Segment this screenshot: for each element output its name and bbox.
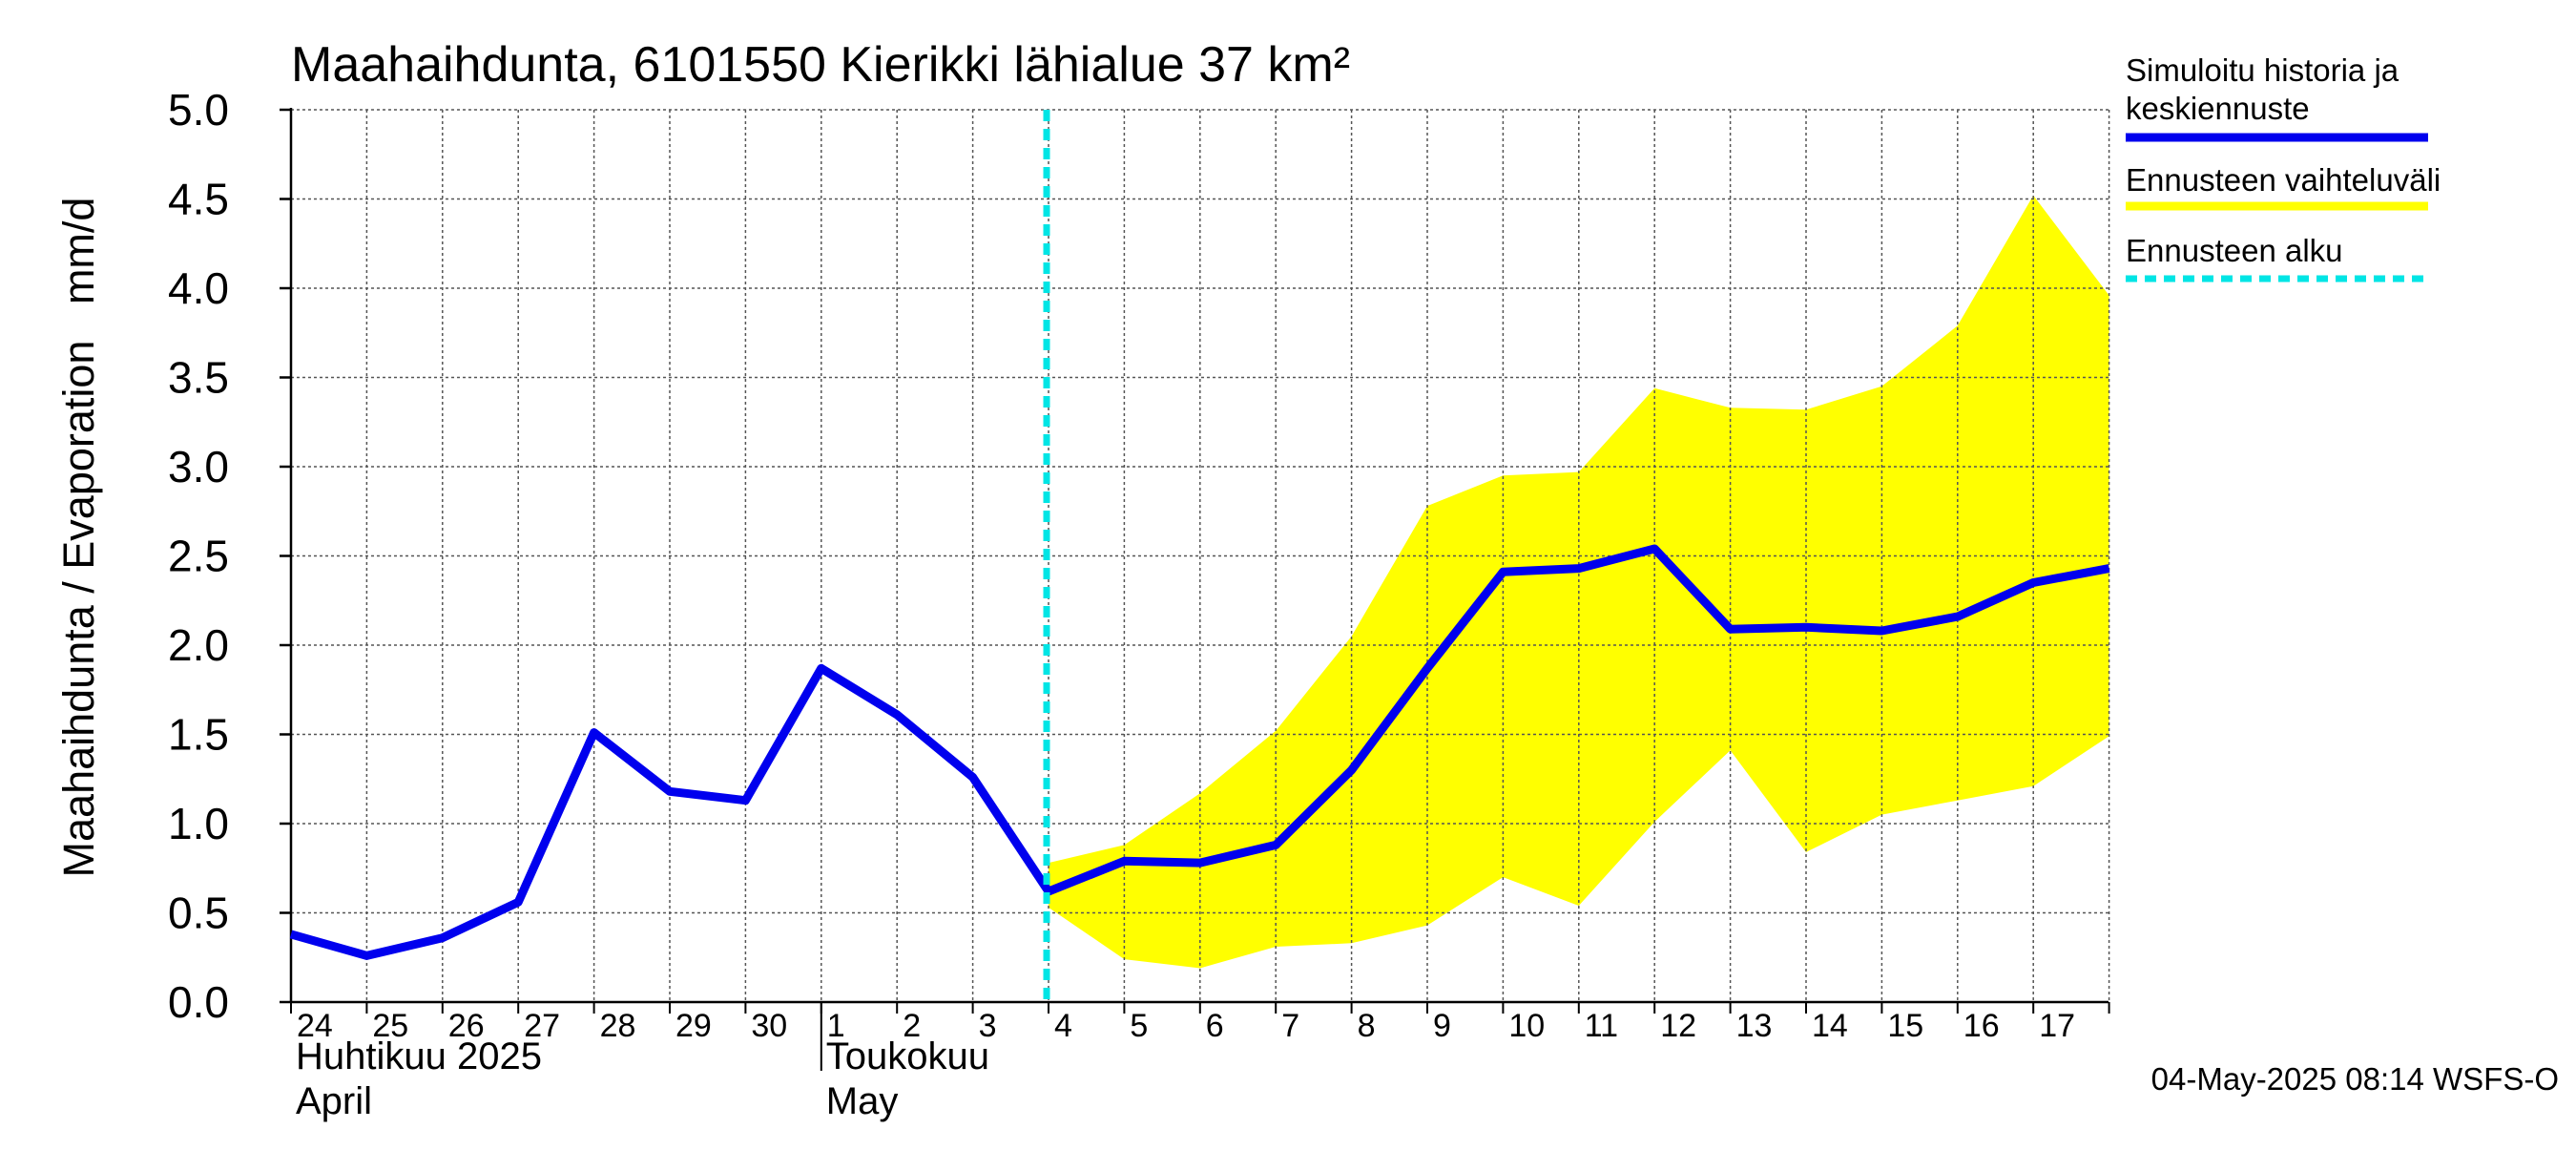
x-tick-label: 30 — [751, 1008, 787, 1044]
x-tick-label: 1 — [827, 1008, 845, 1044]
x-tick-label: 3 — [979, 1008, 997, 1044]
x-tick-label: 12 — [1660, 1008, 1696, 1044]
month-label-en: May — [826, 1080, 899, 1122]
x-tick-label: 2 — [903, 1008, 921, 1044]
x-tick-label: 26 — [448, 1008, 485, 1044]
x-tick-label: 29 — [675, 1008, 712, 1044]
x-tick-label: 25 — [372, 1008, 408, 1044]
legend-label-range: Ennusteen vaihteluväli — [2126, 162, 2441, 198]
x-tick-label: 10 — [1508, 1008, 1545, 1044]
month-label-en: April — [296, 1080, 372, 1122]
y-tick-label: 1.5 — [168, 710, 229, 760]
x-tick-label: 16 — [1963, 1008, 2000, 1044]
series-line — [289, 544, 2110, 960]
month-label-fi: Huhtikuu 2025 — [296, 1035, 542, 1077]
x-tick-label: 4 — [1054, 1008, 1072, 1044]
x-tick-label: 13 — [1736, 1008, 1773, 1044]
legend-label-forecast-start: Ennusteen alku — [2126, 233, 2343, 268]
x-tick-label: 15 — [1887, 1008, 1923, 1044]
y-axis-label: Maahaihdunta / Evaporation mm/d — [54, 198, 103, 878]
month-label-fi: Toukokuu — [826, 1035, 989, 1077]
x-tick-label: 17 — [2039, 1008, 2075, 1044]
y-tick-label: 0.0 — [168, 977, 229, 1027]
y-tick-label: 1.0 — [168, 799, 229, 848]
x-tick-label: 8 — [1358, 1008, 1376, 1044]
x-tick-label: 6 — [1206, 1008, 1224, 1044]
y-tick-label: 2.0 — [168, 620, 229, 670]
timestamp-footer: 04-May-2025 08:14 WSFS-O — [2151, 1061, 2559, 1097]
x-tick-label: 14 — [1812, 1008, 1848, 1044]
x-tick-label: 5 — [1130, 1008, 1148, 1044]
x-tick-label: 28 — [600, 1008, 636, 1044]
y-tick-label: 3.5 — [168, 353, 229, 403]
legend: Simuloitu historia ja keskiennuste Ennuste… — [2126, 52, 2441, 282]
x-tick-label: 24 — [297, 1008, 333, 1044]
x-tick-label: 9 — [1433, 1008, 1451, 1044]
y-tick-label: 4.5 — [168, 175, 229, 224]
y-tick-label: 4.0 — [168, 263, 229, 313]
chart-title: Maahaihdunta, 6101550 Kierikki lähialue … — [291, 37, 1350, 93]
y-tick-label: 0.5 — [168, 889, 229, 938]
legend-label-history: Simuloitu historia ja keskiennuste — [2126, 52, 2399, 126]
x-tick-label: 7 — [1281, 1008, 1299, 1044]
y-tick-label: 3.0 — [168, 442, 229, 491]
x-tick-label: 11 — [1585, 1008, 1618, 1044]
y-tick-label: 5.0 — [168, 85, 229, 135]
x-tick-label: 27 — [524, 1008, 560, 1044]
y-tick-label: 2.5 — [168, 532, 229, 581]
